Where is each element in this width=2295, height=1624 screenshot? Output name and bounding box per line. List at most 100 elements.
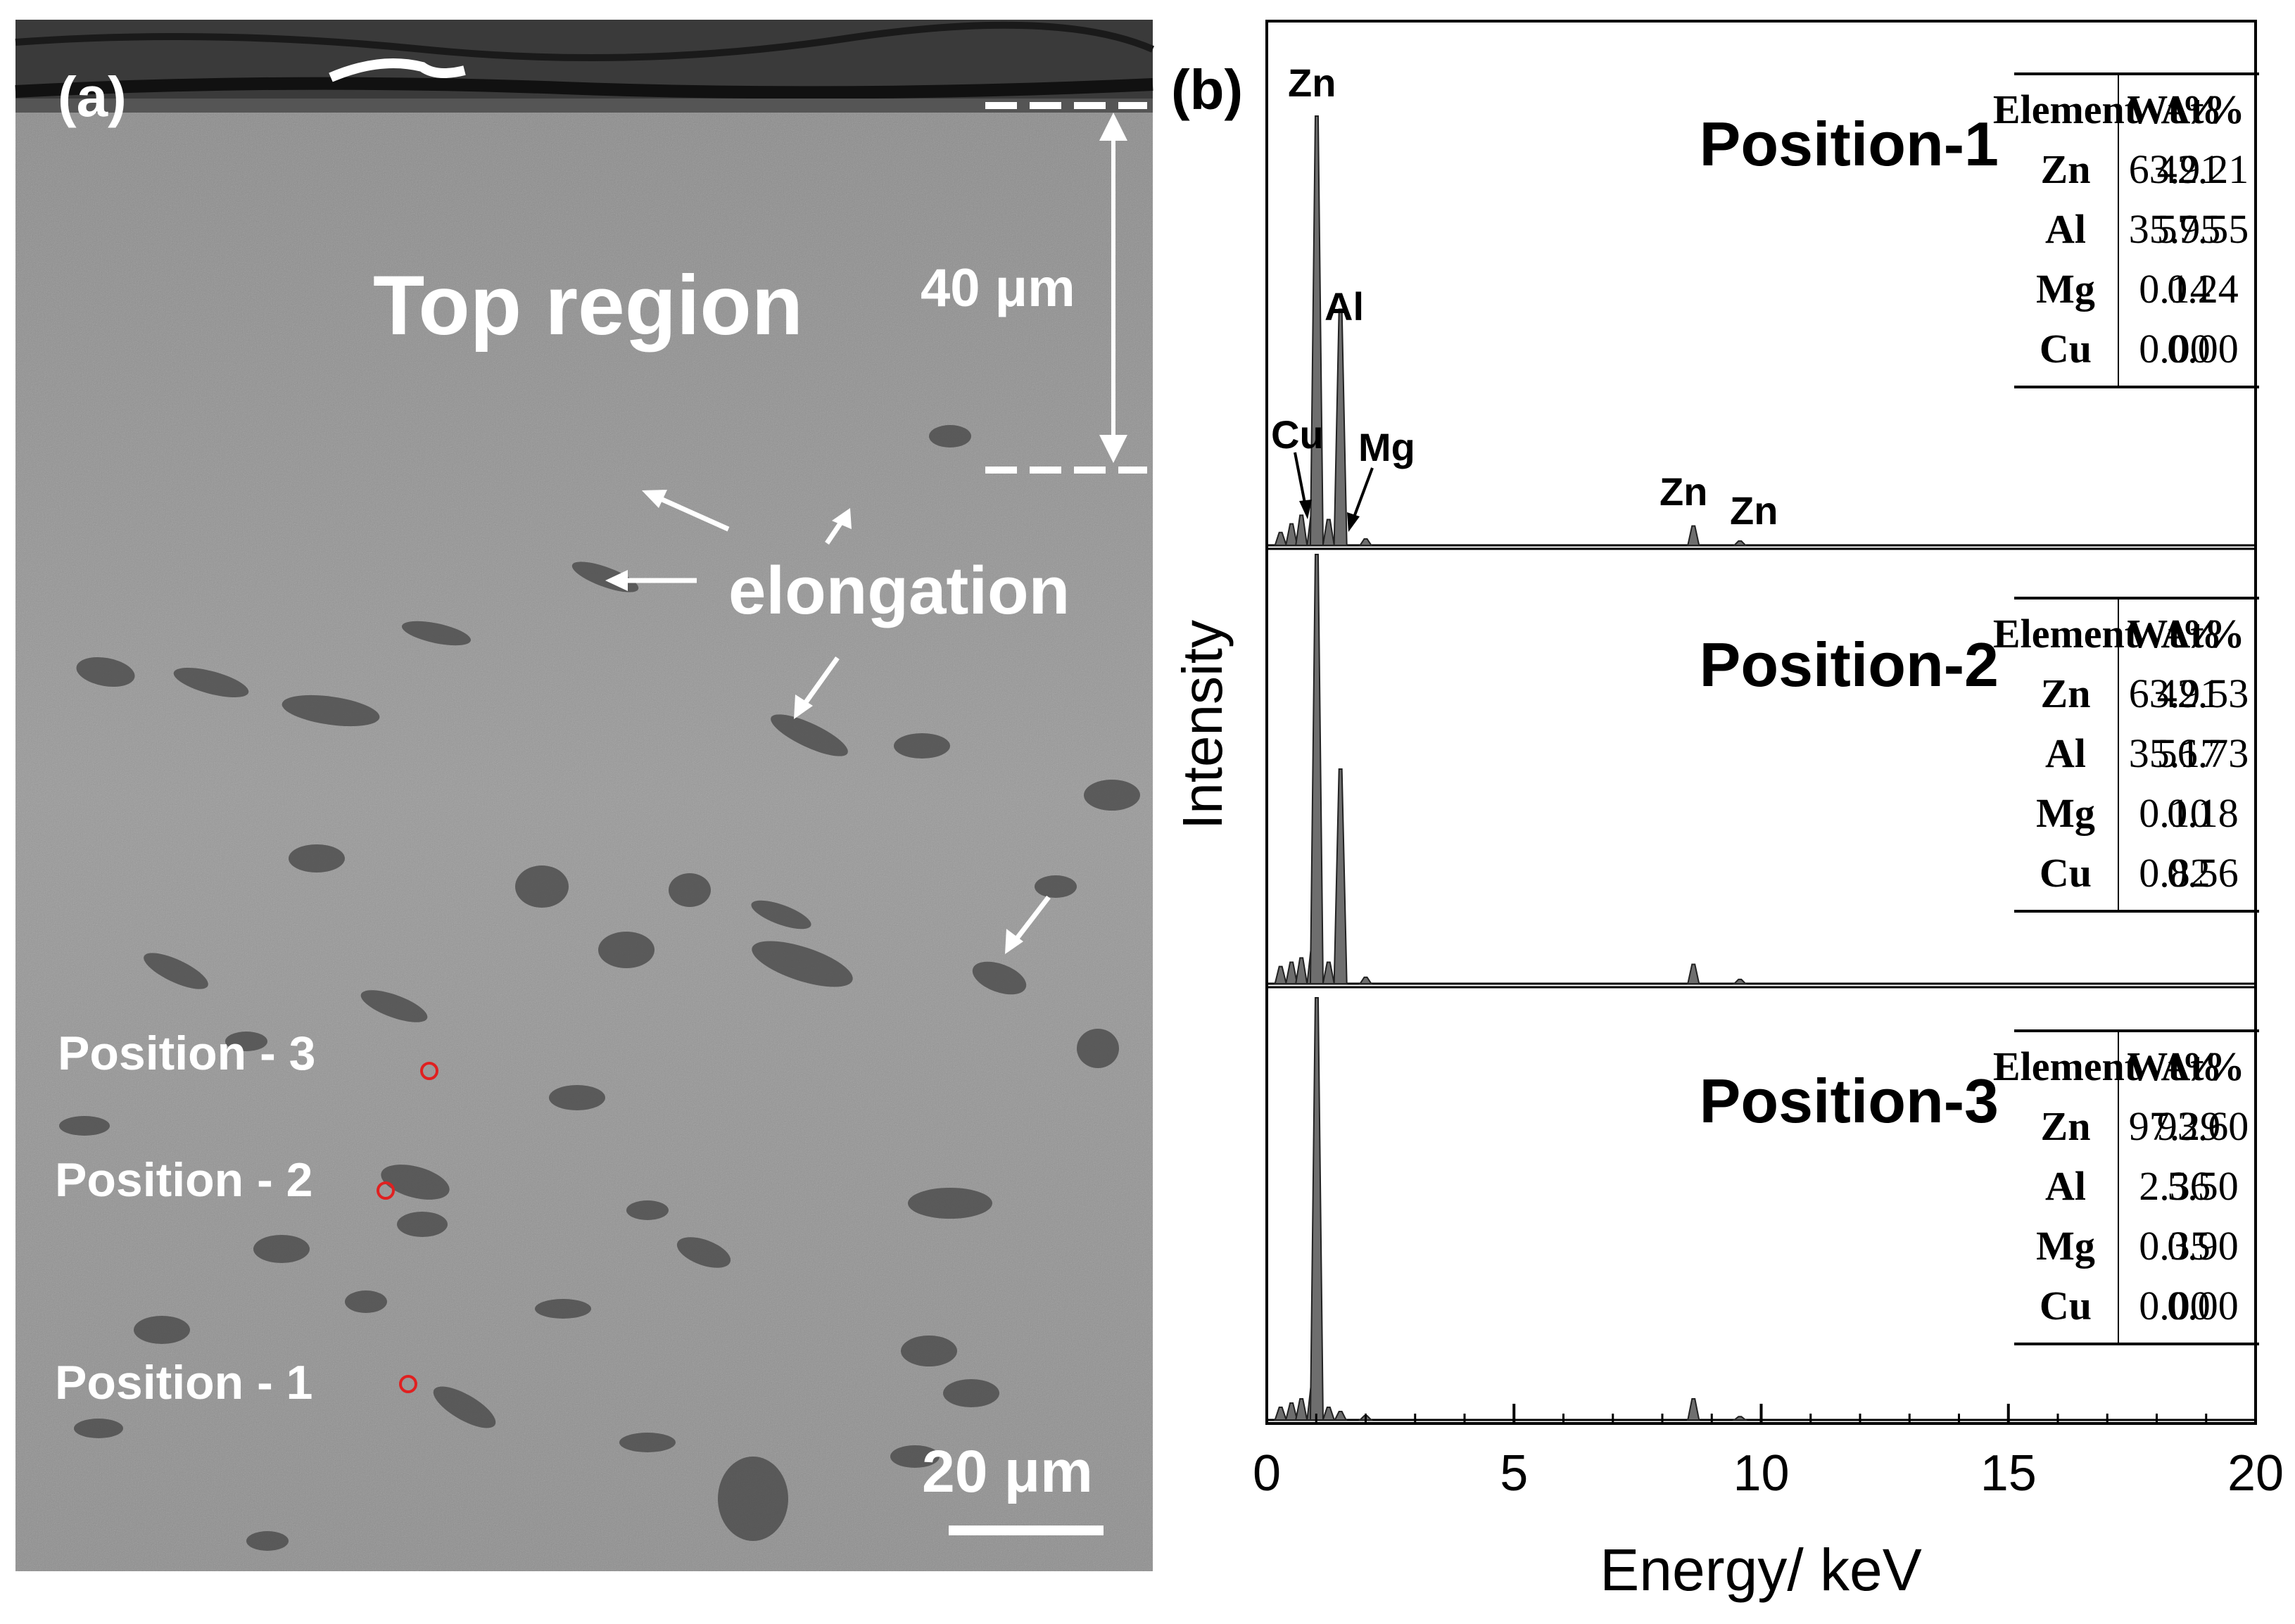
table-header: Wt% — [2127, 87, 2222, 132]
table-cell: 42.53 — [2157, 671, 2249, 716]
table-cell: 0.00 — [2139, 1283, 2211, 1328]
table-cell: 63.91 — [2129, 146, 2221, 192]
y-axis-label: Intensity — [1171, 620, 1234, 830]
spectrum-peak — [1322, 519, 1335, 546]
peak-label-cu: Cu — [1271, 412, 1324, 457]
depth-label: 40 μm — [921, 258, 1075, 318]
table-cell: Zn — [2041, 146, 2091, 192]
table-cell: 0.00 — [2167, 1283, 2239, 1328]
position-2-marker — [377, 1181, 395, 1200]
spectrum-peak — [1358, 976, 1373, 984]
spectrum-title: Position-1 — [1700, 109, 1999, 179]
scale-label: 20 μm — [922, 1438, 1093, 1504]
table-cell: Cu — [2040, 326, 2092, 372]
table-cell: Al — [2045, 730, 2086, 776]
table-cell: 56.73 — [2157, 730, 2249, 776]
x-axis-label: Energy/ keV — [1600, 1537, 1922, 1603]
table-cell: 97.29 — [2129, 1103, 2221, 1149]
x-tick-label: 20 — [2227, 1445, 2284, 1502]
table-cell: Cu — [2040, 1283, 2092, 1328]
peak-label-zn-l1: Zn — [1659, 469, 1707, 514]
table-cell: Cu — [2040, 850, 2092, 896]
table-header: At% — [2161, 87, 2244, 132]
spectrum-peak — [1274, 1407, 1288, 1421]
position-3-label: Position - 3 — [58, 1027, 315, 1080]
spectrum-peak — [1333, 768, 1348, 984]
peak-label-al: Al — [1324, 284, 1364, 329]
spectrum-title: Position-2 — [1700, 630, 1999, 699]
spectrum-2: Position-2 — [1267, 554, 2256, 985]
table-cell: 0.00 — [2167, 326, 2239, 372]
panel-b-label: (b) — [1171, 58, 1243, 121]
table-cell: 63.91 — [2129, 671, 2221, 716]
spectrum-1: Position-1 — [1267, 109, 2256, 547]
depth-marker — [985, 102, 1147, 474]
table-cell: 35.95 — [2129, 206, 2221, 252]
scale-bar — [949, 1525, 1104, 1535]
table-cell: 0.35 — [2139, 1223, 2211, 1269]
table-cell: 0.82 — [2139, 850, 2211, 896]
table-cell: Mg — [2036, 1223, 2095, 1269]
table-cell: 0.14 — [2139, 266, 2211, 312]
x-tick-label: 15 — [1980, 1445, 2037, 1502]
elongation-arrows — [605, 490, 1051, 954]
table-cell: 93.60 — [2157, 1103, 2249, 1149]
table-cell: 35.17 — [2129, 730, 2221, 776]
spectrum-peak — [1334, 1411, 1348, 1421]
peak-pointer-arrows — [1294, 452, 1374, 532]
spectrum-peak — [1333, 308, 1348, 546]
table-cell: Al — [2045, 1163, 2086, 1209]
x-tick-label: 10 — [1733, 1445, 1789, 1502]
elongation-label: elongation — [728, 553, 1070, 628]
panel-a-label: (a) — [58, 65, 127, 128]
spectrum-peak — [1732, 1416, 1748, 1421]
spectrum-peak — [1687, 525, 1700, 546]
spectrum-peak — [1284, 1402, 1298, 1421]
table-cell: 42.21 — [2157, 146, 2249, 192]
table-cell: 0.10 — [2139, 790, 2211, 836]
sem-panel: (a) Top region 40 μm elongation 20 μm Po… — [15, 20, 1154, 1571]
spectrum-peak — [1687, 1398, 1700, 1421]
spectrum-peak — [1309, 554, 1324, 984]
table-cell: Zn — [2041, 671, 2091, 716]
spectrum-peak — [1284, 961, 1298, 984]
top-region-label: Top region — [373, 258, 803, 353]
table-header: Wt% — [2127, 611, 2222, 656]
table-cell: 0.24 — [2167, 266, 2239, 312]
position-markers — [377, 1062, 438, 1393]
spectrum-peak — [1358, 538, 1373, 546]
x-tick-label: 5 — [1500, 1445, 1528, 1502]
spectrum-peak — [1322, 1407, 1336, 1421]
peak-label-zn-l2: Zn — [1730, 488, 1778, 533]
spectrum-3: Position-3 — [1267, 997, 2256, 1421]
table-cell: 0.18 — [2167, 790, 2239, 836]
table-cell: 57.55 — [2157, 206, 2249, 252]
table-cell: Al — [2045, 206, 2086, 252]
peak-label-zn: Zn — [1288, 61, 1336, 105]
table-cell: 0.56 — [2167, 850, 2239, 896]
spectrum-peak — [1732, 978, 1747, 984]
table-header: Wt% — [2127, 1043, 2222, 1089]
table-header: Element — [1993, 87, 2139, 132]
table-header: At% — [2161, 611, 2244, 656]
position-2-label: Position - 2 — [55, 1153, 312, 1207]
spectrum-peak — [1284, 523, 1298, 546]
table-cell: 2.36 — [2139, 1163, 2211, 1209]
surface-layer — [15, 20, 1154, 113]
table-cell: Mg — [2036, 790, 2095, 836]
eds-chart-panel: Position-1 Position-2 Position-3 Element Wt… — [1161, 0, 2295, 1620]
chart-frame — [1265, 20, 2257, 1425]
spectrum-peak — [1274, 531, 1288, 546]
spectrum-title: Position-3 — [1700, 1066, 1999, 1136]
table-header: Element — [1993, 611, 2139, 656]
table-cell: 0.90 — [2167, 1223, 2239, 1269]
table-header: Element — [1993, 1043, 2139, 1089]
position-1-label: Position - 1 — [55, 1356, 312, 1409]
table-cell: Zn — [2041, 1103, 2091, 1149]
spectrum-peak — [1322, 961, 1336, 984]
table-cell: 0.00 — [2139, 326, 2211, 372]
spectrum-peak — [1309, 115, 1324, 546]
